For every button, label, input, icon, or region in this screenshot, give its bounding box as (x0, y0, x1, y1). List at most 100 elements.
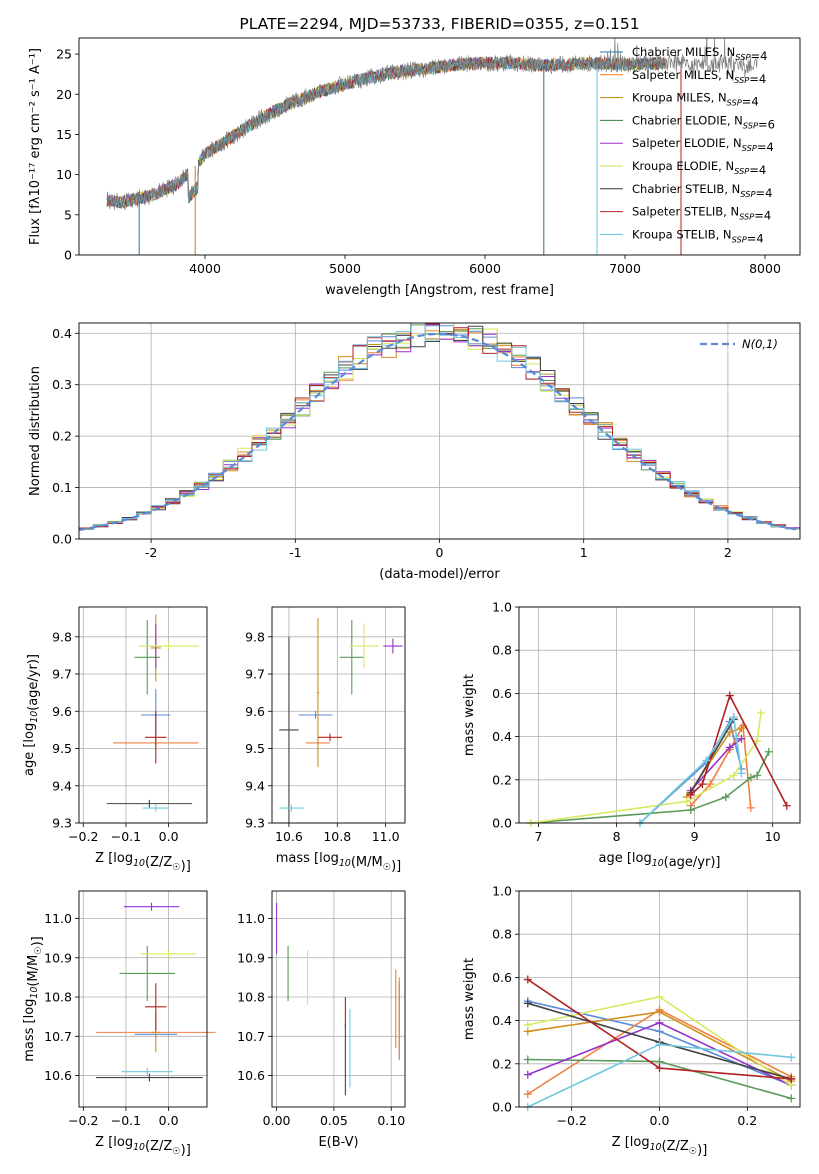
legend-entry: Kroupa STELIB, NSSP=4 (632, 227, 764, 245)
y-tick-label: 25 (56, 47, 72, 62)
x-tick-label: 8 (613, 829, 621, 844)
model-spectrum-line (106, 56, 667, 208)
errorbar-point (121, 1067, 173, 1076)
weight-line (690, 693, 788, 807)
x-tick-label: 0.0 (650, 1113, 670, 1128)
y-tick-label: 0 (64, 248, 72, 263)
weight-marker (523, 999, 532, 1008)
x-tick-label: 10.6 (275, 829, 303, 844)
legend-entry: Chabrier MILES, NSSP=4 (632, 45, 767, 63)
legend-entry: Salpeter ELODIE, NSSP=4 (632, 136, 774, 154)
weight-marker (523, 1055, 532, 1064)
weight-marker (725, 728, 734, 737)
model-spectrum-line (106, 56, 667, 208)
weight-marker (725, 691, 734, 700)
x-tick-label: −0.1 (111, 829, 141, 844)
residuals-frame (78, 322, 801, 540)
massweight-vs-Z-ylabel: mass weight (462, 958, 477, 1040)
weight-marker (729, 771, 738, 780)
legend-entry: N(0,1) (742, 337, 778, 351)
x-tick-label: 0.2 (737, 1113, 757, 1128)
mass-vs-EBV-errorbars (276, 902, 400, 1096)
weight-marker (746, 803, 755, 812)
weight-marker (787, 1053, 796, 1062)
weight-marker (686, 806, 695, 815)
age-vs-Z-frame (78, 606, 208, 824)
x-tick-label: 6000 (469, 261, 501, 276)
massweight-vs-age-frame (518, 606, 801, 824)
weight-marker (787, 1094, 796, 1103)
errorbar-point (143, 804, 169, 812)
legend-entry: Kroupa MILES, NSSP=4 (632, 91, 759, 109)
x-tick-label: 2 (724, 545, 732, 560)
y-tick-label: 9.8 (245, 629, 265, 644)
model-spectrum-line (106, 56, 667, 209)
x-tick-label: -1 (289, 545, 301, 560)
y-tick-label: 9.7 (52, 667, 72, 682)
age-vs-Z-ylabel: age [log10(age/yr)] (22, 654, 41, 776)
weight-marker (764, 747, 773, 756)
errorbar-point (145, 711, 167, 764)
spectrum-lines (106, 38, 758, 255)
y-tick-label: 10.6 (44, 1068, 72, 1083)
y-tick-label: 0.2 (52, 429, 72, 444)
legend-entry: Salpeter STELIB, NSSP=4 (632, 205, 771, 223)
weight-marker (753, 771, 762, 780)
legend-entry: Salpeter MILES, NSSP=4 (632, 68, 766, 86)
x-tick-label: 10 (765, 829, 781, 844)
x-tick-label: 1 (580, 545, 588, 560)
residual-histogram (79, 323, 800, 530)
weight-marker (655, 1007, 664, 1016)
weight-marker (782, 801, 791, 810)
weight-marker (721, 793, 730, 802)
weight-marker (787, 1074, 796, 1083)
y-tick-label: 9.5 (245, 741, 265, 756)
massweight-vs-Z-series (523, 975, 796, 1111)
x-tick-label: 4000 (189, 261, 221, 276)
weight-marker (746, 773, 755, 782)
y-tick-label: 10 (56, 167, 72, 182)
x-tick-label: −0.1 (111, 1113, 141, 1128)
errorbar-point (106, 799, 193, 808)
x-tick-label: 0.05 (320, 1113, 348, 1128)
legend-entry: Chabrier STELIB, NSSP=4 (632, 182, 772, 200)
y-tick-label: 20 (56, 87, 72, 102)
y-tick-label: 9.3 (245, 816, 265, 831)
observed-spectrum-line (106, 38, 758, 210)
weight-marker (523, 975, 532, 984)
mass-vs-Z-errorbars (96, 902, 216, 1082)
y-tick-label: 10.6 (237, 1068, 265, 1083)
errorbar-point (145, 983, 167, 1031)
model-spectrum-line (106, 56, 667, 208)
y-tick-label: 9.5 (52, 741, 72, 756)
model-spectrum-line (106, 56, 667, 209)
weight-marker (523, 1090, 532, 1099)
y-tick-label: 9.3 (52, 816, 72, 831)
spectrum-axes: 4000 5000 6000 7000 8000 0 5 10 15 20 25 (56, 47, 781, 276)
x-tick-label: 10.8 (323, 829, 351, 844)
normal-curve (79, 332, 800, 532)
x-tick-label: 0.00 (263, 1113, 291, 1128)
weight-marker (737, 723, 746, 732)
y-tick-label: 0.2 (492, 772, 512, 787)
weight-marker (702, 756, 711, 765)
age-vs-Z-xlabel: Z [log10(Z/Z☉)] (95, 851, 191, 874)
y-tick-label: 0.8 (492, 927, 512, 942)
weight-marker (756, 708, 765, 717)
weight-marker (655, 1040, 664, 1049)
model-spectrum-line (106, 56, 667, 209)
x-tick-label: 0.0 (159, 829, 179, 844)
spectrum-frame (78, 37, 801, 256)
mass-vs-Z-axes: −0.2 −0.1 0.0 10.6 10.7 10.8 10.9 11.0 (44, 891, 207, 1128)
residuals-axes: -2 -1 0 1 2 0.0 0.1 0.2 0.3 0.4 (52, 323, 800, 560)
weight-marker (686, 790, 695, 799)
x-tick-label: 11.0 (372, 829, 400, 844)
y-tick-label: 1.0 (492, 884, 512, 899)
age-vs-mass-axes: 10.6 10.8 11.0 9.3 9.4 9.5 9.6 9.7 9.8 (245, 607, 405, 844)
age-vs-mass-xlabel: mass [log10(M/M☉)] (276, 851, 402, 874)
x-tick-label: −0.2 (68, 1113, 98, 1128)
y-tick-label: 10.8 (237, 990, 265, 1005)
errorbar-point (279, 636, 299, 823)
mass-vs-Z-frame (78, 890, 208, 1108)
